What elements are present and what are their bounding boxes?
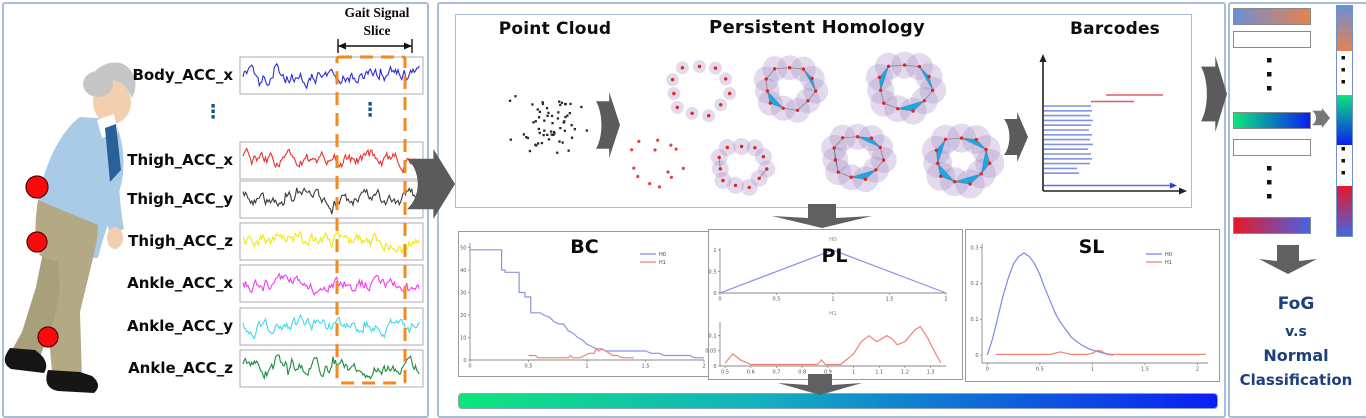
signal-label-ankle_acc_z: Ankle_ACC_z [128,359,233,377]
colorbar-seg-empty-1 [1337,51,1352,95]
gait-slice-label: Gait Signal Slice [322,4,432,39]
signal-label-body_acc_x: Body_ACC_x [132,66,233,84]
gait-slice-label-line1: Gait Signal [344,5,410,20]
barcodes-title: Barcodes [1070,19,1160,39]
signal-ellipsis-right: ⋮ [360,99,380,121]
sensor-marker-thigh [26,231,48,253]
pl-plot-title: PL [821,245,848,267]
feature-bar-blue-orange [1233,8,1311,25]
sl-plot-title: SL [1078,236,1105,258]
signal-label-thigh_acc_y: Thigh_ACC_y [127,190,233,208]
feature-vector-gradient-bar [458,393,1218,409]
sensor-marker-hip [25,175,49,199]
feature-bar-empty-2 [1233,139,1311,156]
signal-label-thigh_acc_z: Thigh_ACC_z [128,232,233,250]
point-cloud-title: Point Cloud [498,19,612,39]
signal-label-ankle_acc_x: Ankle_ACC_x [127,274,233,292]
stacked-feature-colorbar [1336,5,1353,237]
classification-label-fog: FoG [1277,294,1315,314]
sensor-marker-ankle [37,326,59,348]
feature-bar-red-blue [1233,217,1311,234]
homology-stage-panel [455,14,1192,208]
colorbar-seg-green-blue [1337,95,1352,145]
person-body [4,62,136,393]
classification-label-classification: Classification [1239,371,1353,389]
signal-label-thigh_acc_x: Thigh_ACC_x [127,151,233,169]
persistent-homology-title: Persistent Homology [709,17,925,38]
colorbar-seg-blue-orange [1337,6,1352,51]
feature-bar-green-blue [1233,112,1311,129]
bc-plot-title: BC [570,236,599,258]
signal-label-ankle_acc_y: Ankle_ACC_y [127,317,233,335]
feature-bar-empty-1 [1233,31,1311,48]
classification-label-vs: v.s [1285,324,1307,340]
gait-slice-label-line2: Slice [363,22,391,38]
classification-label-normal: Normal [1263,346,1329,365]
elderly-person-figure [4,62,136,393]
colorbar-seg-red-blue [1337,186,1352,236]
signal-ellipsis-left: ⋮ [203,101,223,123]
colorbar-seg-empty-2 [1337,145,1352,186]
